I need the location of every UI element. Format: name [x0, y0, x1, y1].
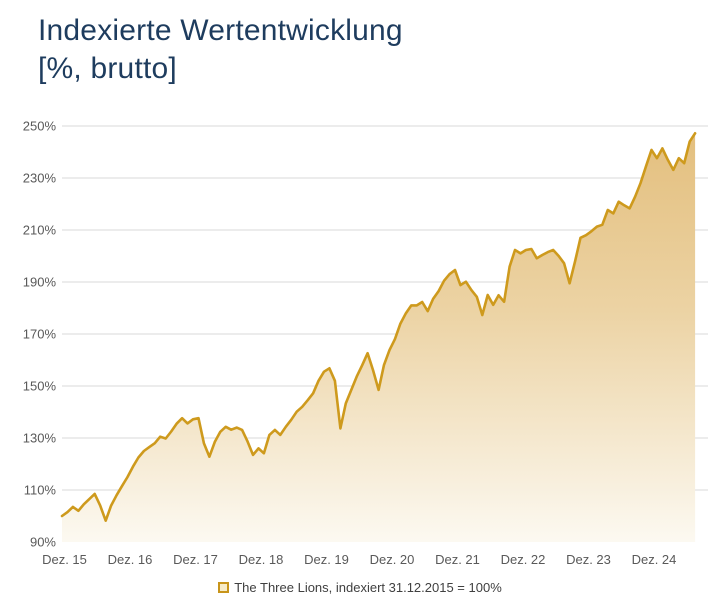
x-axis-label-23: Dez. 23 [566, 552, 611, 567]
x-axis-label-16: Dez. 16 [108, 552, 153, 567]
y-axis-label-170: 170% [23, 327, 57, 342]
chart-title-line1: Indexierte Wertentwicklung [38, 14, 403, 47]
x-axis-label-22: Dez. 22 [501, 552, 546, 567]
chart-title-line2: [%, brutto] [38, 52, 177, 85]
series-line [60, 132, 697, 522]
chart-legend: The Three Lions, indexiert 31.12.2015 = … [0, 580, 720, 595]
x-axis-label-18: Dez. 18 [239, 552, 284, 567]
x-axis-label-15: Dez. 15 [42, 552, 87, 567]
series-area-fill [62, 133, 696, 543]
x-axis-label-17: Dez. 17 [173, 552, 218, 567]
y-axis-label-110: 110% [24, 483, 57, 498]
y-axis-label-90: 90% [30, 535, 56, 550]
x-axis-label-20: Dez. 20 [370, 552, 415, 567]
legend-series-label: The Three Lions, indexiert 31.12.2015 = … [234, 580, 502, 595]
y-axis-label-230: 230% [23, 171, 57, 186]
legend-series-marker [218, 582, 230, 593]
y-axis-label-190: 190% [23, 275, 57, 290]
y-axis-label-210: 210% [23, 223, 57, 238]
x-axis-label-24: Dez. 24 [632, 552, 677, 567]
y-axis-label-250: 250% [23, 119, 57, 134]
x-axis-label-21: Dez. 21 [435, 552, 480, 567]
y-axis-label-150: 150% [23, 379, 57, 394]
chart-title: Indexierte Wertentwicklung [%, brutto] [38, 12, 403, 88]
x-axis-label-19: Dez. 19 [304, 552, 349, 567]
y-axis-label-130: 130% [23, 431, 57, 446]
